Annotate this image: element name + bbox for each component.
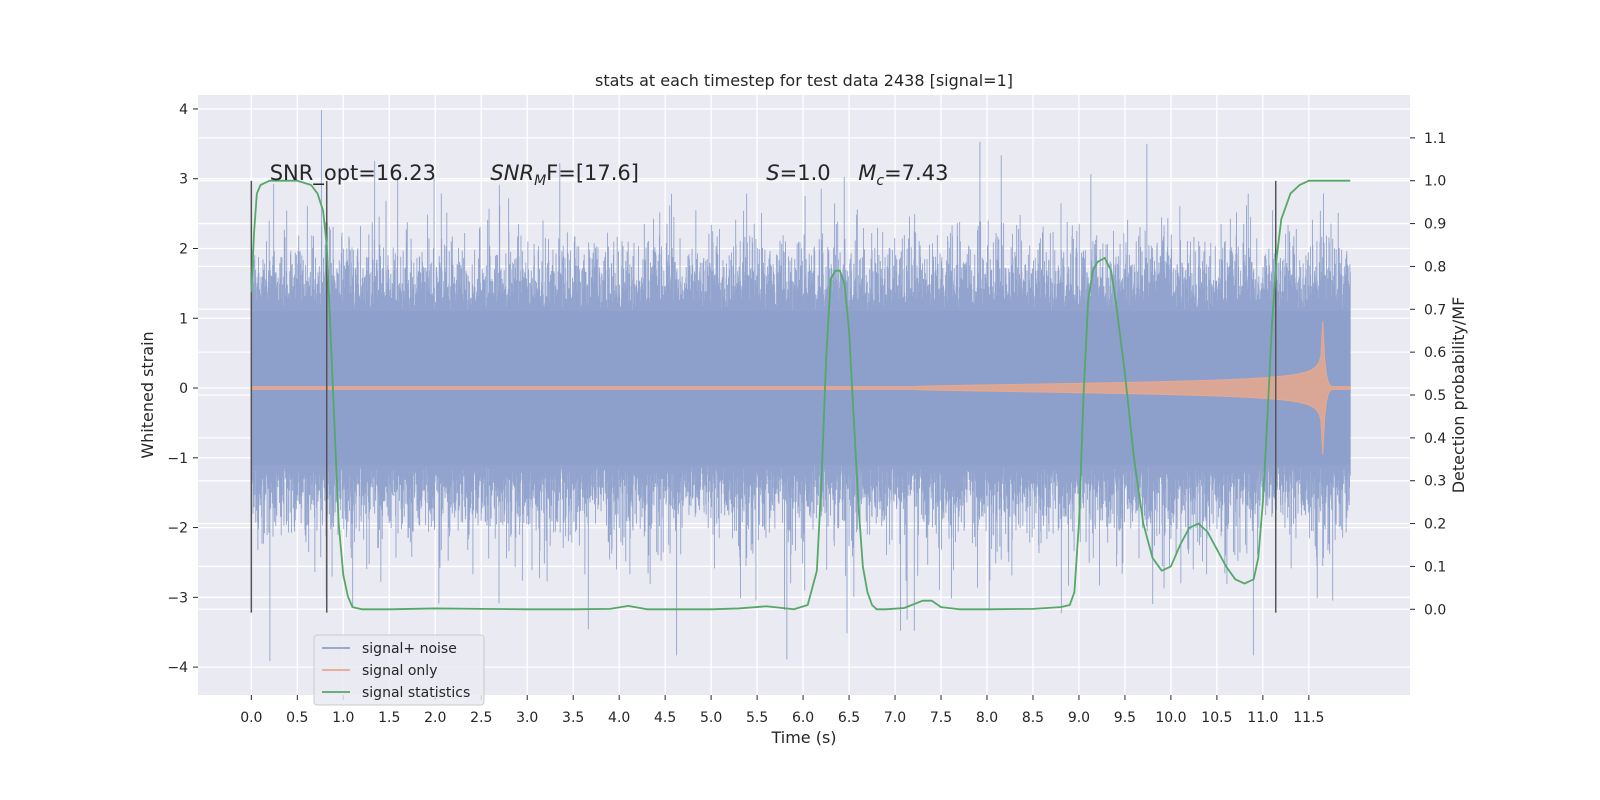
right-y-axis-ticks: 1.1 1.0 0.9 0.8 0.7 0.6 0.5 0.4 0.3 0.2 0.1 0.0 (1410, 131, 1446, 618)
snr-mf-tail: F=[17.6] (546, 161, 639, 185)
x-tick-label: 5.0 (700, 710, 722, 726)
x-tick-label: 9.5 (1114, 710, 1136, 726)
x-tick-label: 3.5 (562, 710, 584, 726)
right-y-tick-label: 0.6 (1424, 345, 1446, 361)
right-y-tick-label: 0.0 (1424, 602, 1446, 618)
x-tick-label: 10.5 (1201, 710, 1232, 726)
statistics-line (250, 179, 1351, 611)
x-tick-label: 2.0 (424, 710, 446, 726)
x-tick-label: 2.5 (470, 710, 492, 726)
x-axis-label: Time (s) (770, 728, 836, 747)
mc-base: M (858, 161, 876, 185)
snr-mf-sub: M (534, 173, 546, 189)
x-tick-label: 1.0 (332, 710, 354, 726)
annotation-s: S=1.0 (766, 161, 830, 185)
signal-statistics-series (250, 179, 1351, 611)
x-tick-label: 8.5 (1022, 710, 1044, 726)
s-label: S (766, 161, 779, 185)
right-y-tick-label: 1.1 (1424, 131, 1446, 147)
right-y-tick-label: 0.2 (1424, 517, 1446, 533)
x-tick-label: 6.0 (792, 710, 814, 726)
legend: signal+ noise signal only signal statist… (313, 634, 485, 706)
left-y-tick-label: 1 (179, 311, 188, 327)
right-y-tick-label: 1.0 (1424, 174, 1446, 190)
x-tick-label: 11.0 (1247, 710, 1278, 726)
x-tick-label: 4.5 (654, 710, 676, 726)
mc-sub: c (876, 173, 884, 189)
left-y-tick-label: 0 (179, 381, 188, 397)
x-tick-label: 1.5 (378, 710, 400, 726)
left-y-tick-label: −1 (167, 451, 188, 467)
left-y-tick-label: −4 (167, 660, 188, 676)
x-tick-label: 8.0 (976, 710, 998, 726)
legend-label-signal-statistics: signal statistics (362, 685, 470, 701)
legend-label-signal-only: signal only (362, 663, 437, 679)
x-tick-label: 5.5 (746, 710, 768, 726)
left-y-tick-label: 3 (179, 172, 188, 188)
x-axis-ticks: 0.0 0.5 1.0 1.5 2.0 2.5 3.0 3.5 4.0 4.5 5.0 5.5 6.0 6… (240, 695, 1324, 726)
x-tick-label: 3.0 (516, 710, 538, 726)
s-value: =1.0 (780, 161, 831, 185)
right-y-tick-label: 0.1 (1424, 559, 1446, 575)
left-y-tick-label: −3 (167, 590, 188, 606)
x-tick-label: 0.5 (286, 710, 308, 726)
right-y-axis-label: Detection probability/MF (1449, 297, 1468, 494)
x-tick-label: 7.5 (930, 710, 952, 726)
signal-only-series (250, 321, 1351, 455)
left-y-axis-label: Whitened strain (138, 331, 157, 458)
annotation-snr-mf: SNRMF=[17.6] (490, 161, 639, 189)
x-tick-label: 0.0 (240, 710, 262, 726)
left-y-tick-label: 2 (179, 241, 188, 257)
x-tick-label: 10.0 (1155, 710, 1186, 726)
legend-box (313, 634, 485, 706)
right-y-tick-label: 0.5 (1424, 388, 1446, 404)
right-y-tick-label: 0.4 (1424, 431, 1446, 447)
left-y-axis-ticks: 4 3 2 1 0 −1 −2 −3 −4 (167, 102, 198, 676)
annotation-mc: Mc=7.43 (858, 161, 948, 189)
mc-value: =7.43 (884, 161, 948, 185)
chart-title: stats at each timestep for test data 243… (595, 71, 1013, 90)
x-tick-label: 11.5 (1293, 710, 1324, 726)
right-y-tick-label: 0.3 (1424, 474, 1446, 490)
x-tick-label: 6.5 (838, 710, 860, 726)
right-y-tick-label: 0.7 (1424, 302, 1446, 318)
x-tick-label: 7.0 (884, 710, 906, 726)
annotation-snr-opt: SNR_opt=16.23 (270, 161, 436, 186)
right-y-tick-label: 0.9 (1424, 217, 1446, 233)
signal-chirp-envelope (250, 321, 1351, 455)
left-y-tick-label: 4 (179, 102, 188, 118)
right-y-tick-label: 0.8 (1424, 259, 1446, 275)
left-y-tick-label: −2 (167, 521, 188, 537)
x-tick-label: 4.0 (608, 710, 630, 726)
legend-label-signal-plus-noise: signal+ noise (362, 641, 457, 657)
x-tick-label: 9.0 (1068, 710, 1090, 726)
snr-mf-base: SNR (490, 161, 534, 185)
